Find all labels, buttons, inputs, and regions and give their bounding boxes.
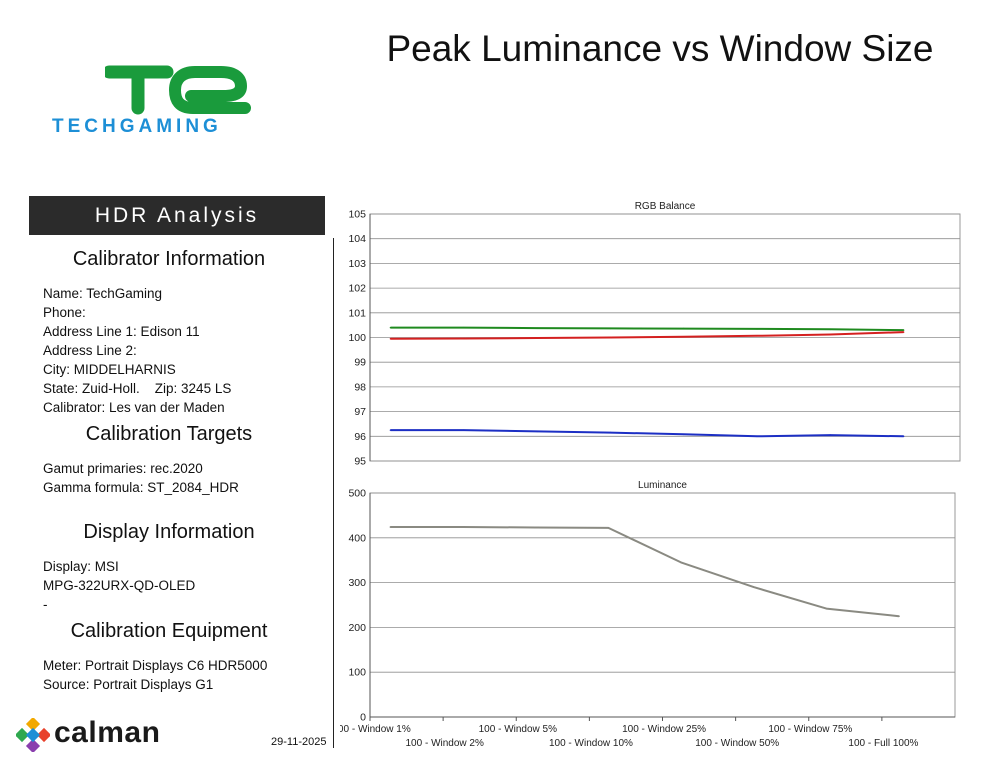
rgb-point-red <box>389 337 392 340</box>
rgb-point-blue <box>389 429 392 431</box>
hdr-analysis-banner: HDR Analysis <box>29 196 325 235</box>
calibrator-state-zip: State: Zuid-Holl. Zip: 3245 LS <box>43 381 232 396</box>
rgb-point-green <box>756 328 758 330</box>
lum-point-luminance <box>825 607 828 610</box>
rgb-y-tick-label: 97 <box>354 406 366 418</box>
lum-point-luminance <box>389 526 392 528</box>
rgb-point-blue <box>536 430 538 433</box>
rgb-series-red <box>390 331 904 340</box>
rgb-y-tick-label: 104 <box>348 233 366 245</box>
rgb-point-green <box>682 327 685 330</box>
lum-y-tick-label: 300 <box>348 577 366 589</box>
lum-plot-frame <box>369 492 956 718</box>
rgb-point-green <box>536 327 538 329</box>
charts-area: RGB Balance9596979899100101102103104105 … <box>340 201 961 749</box>
lum-y-tick-label: 200 <box>348 622 366 634</box>
rgb-y-tick-label: 100 <box>348 332 366 344</box>
rgb-point-blue <box>902 435 905 438</box>
rgb-point-blue <box>829 434 832 436</box>
lum-y-tick-label: 100 <box>348 667 366 679</box>
techgaming-wordmark: TECHGAMING <box>52 116 222 137</box>
column-divider <box>333 238 334 748</box>
calibrator-name: Name: TechGaming <box>43 286 163 301</box>
rgb-y-tick-label: 101 <box>348 307 366 319</box>
rgb-point-red <box>829 333 832 336</box>
calibrator-address2: Address Line 2: <box>43 343 137 358</box>
rgb-point-green <box>829 328 832 331</box>
rgb-y-tick-label: 96 <box>354 431 366 443</box>
rgb-point-red <box>682 335 685 338</box>
lum-x-tick-label: 100 - Window 75% <box>768 724 852 735</box>
lum-point-luminance <box>534 526 537 529</box>
lum-point-luminance <box>898 615 900 617</box>
calman-logo-icon <box>16 718 50 752</box>
equipment-meter: Meter: Portrait Displays C6 HDR5000 <box>43 658 268 673</box>
calibrator-person: Calibrator: Les van der Maden <box>43 400 225 415</box>
rgb-y-tick-label: 103 <box>348 258 366 270</box>
rgb-point-blue <box>682 433 685 436</box>
rgb-point-red <box>902 331 905 333</box>
lum-x-tick-label: 100 - Window 5% <box>479 724 557 735</box>
lum-y-tick-label: 400 <box>348 532 366 544</box>
display-heading: Display Information <box>83 521 255 543</box>
calibrator-address1: Address Line 1: Edison 11 <box>43 324 200 339</box>
rgb-point-green <box>902 329 905 331</box>
rgb-point-green <box>463 326 465 329</box>
rgb-point-blue <box>463 429 465 431</box>
rgb-point-green <box>389 326 392 329</box>
lum-x-tick-label: 100 - Window 10% <box>549 738 633 749</box>
calibrator-city: City: MIDDELHARNIS <box>43 362 176 377</box>
display-line2: MPG-322URX-QD-OLED <box>43 578 196 593</box>
calman-wordmark: calman <box>54 716 161 749</box>
equipment-source: Source: Portrait Displays G1 <box>43 677 214 692</box>
lum-chart-title: Luminance <box>638 480 687 491</box>
lum-x-tick-label: 100 - Window 25% <box>622 724 706 735</box>
rgb-y-tick-label: 98 <box>354 381 366 393</box>
rgb-y-tick-label: 102 <box>348 283 366 295</box>
lum-point-luminance <box>607 527 610 529</box>
lum-y-tick-label: 0 <box>360 712 366 724</box>
rgb-point-red <box>756 334 758 337</box>
lum-point-luminance <box>752 586 755 588</box>
rgb-series-blue <box>390 429 904 438</box>
targets-gamut: Gamut primaries: rec.2020 <box>43 461 203 476</box>
rgb-y-tick-label: 99 <box>354 357 366 369</box>
lum-series-luminance <box>390 526 900 618</box>
rgb-y-tick-label: 95 <box>354 456 366 468</box>
report-date: 29-11-2025 <box>271 736 327 748</box>
rgb-y-tick-label: 105 <box>348 209 366 221</box>
rgb-series-green <box>390 326 904 332</box>
lum-point-luminance <box>680 561 682 564</box>
lum-x-tick-label: 100 - Window 2% <box>406 738 484 749</box>
targets-heading: Calibration Targets <box>85 423 253 445</box>
luminance-chart: Luminance 0 100 200 300 400 500 100 - Window 1%… <box>340 480 956 749</box>
rgb-point-blue <box>609 431 612 434</box>
rgb-chart-title: RGB Balance <box>635 201 696 212</box>
lum-point-luminance <box>462 526 464 528</box>
techgaming-logo-icon <box>105 65 251 115</box>
equipment-heading: Calibration Equipment <box>70 620 268 642</box>
rgb-balance-chart: RGB Balance 95 96 97 98 99 100 101 102 103 104 105 <box>348 201 961 468</box>
calibrator-phone: Phone: <box>43 305 86 320</box>
display-line3: - <box>43 597 48 612</box>
targets-gamma: Gamma formula: ST_2084_HDR <box>43 480 239 495</box>
lum-x-tick-label: 100 - Window 50% <box>695 738 779 749</box>
rgb-point-blue <box>756 435 758 438</box>
report-title: Peak Luminance vs Window Size <box>386 28 934 69</box>
display-line1: Display: MSI <box>43 559 119 574</box>
lum-x-tick-label: 100 - Full 100% <box>848 738 918 749</box>
rgb-point-red <box>536 337 538 339</box>
calibrator-heading: Calibrator Information <box>72 248 266 270</box>
rgb-point-red <box>609 336 612 339</box>
rgb-point-green <box>609 327 612 330</box>
lum-y-tick-label: 500 <box>348 488 366 500</box>
rgb-point-red <box>463 337 465 340</box>
lum-x-tick-label: 100 - Window 1% <box>340 724 411 735</box>
